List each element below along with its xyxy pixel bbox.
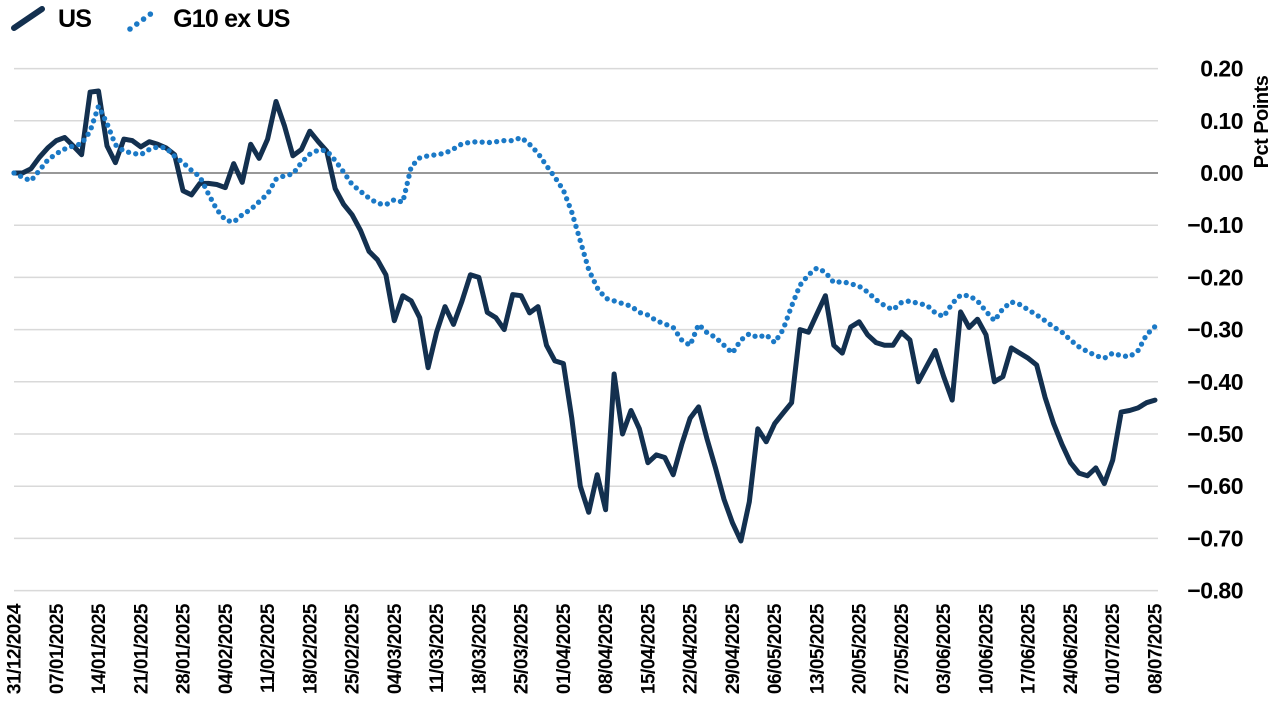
legend-label-us: US xyxy=(58,4,92,33)
x-tick-label: 14/01/2025 xyxy=(89,603,110,694)
solid-line-icon xyxy=(11,6,45,31)
y-tick-label: −0.60 xyxy=(1187,473,1243,499)
x-tick-label: 10/06/2025 xyxy=(977,603,998,694)
x-tick-label: 04/02/2025 xyxy=(216,603,237,694)
x-tick-label: 25/03/2025 xyxy=(512,603,533,694)
legend-item-us: US xyxy=(10,4,92,34)
legend-label-g10: G10 ex US xyxy=(173,4,290,33)
x-tick-label: 15/04/2025 xyxy=(638,603,659,694)
y-tick-label: −0.80 xyxy=(1187,578,1243,604)
x-tick-label: 18/03/2025 xyxy=(469,603,490,694)
y-tick-label: −0.50 xyxy=(1187,421,1243,447)
y-tick-label: 0.00 xyxy=(1200,160,1243,186)
x-tick-label: 01/04/2025 xyxy=(554,603,575,694)
x-tick-label: 28/01/2025 xyxy=(174,603,195,694)
x-tick-label: 29/04/2025 xyxy=(723,603,744,694)
y-tick-label: −0.20 xyxy=(1187,264,1243,290)
x-tick-label: 20/05/2025 xyxy=(850,603,871,694)
x-tick-label: 04/03/2025 xyxy=(385,603,406,694)
y-tick-label: −0.40 xyxy=(1187,369,1243,395)
y-tick-label: 0.10 xyxy=(1200,108,1243,134)
y-tick-label: −0.10 xyxy=(1187,212,1243,238)
x-tick-label: 27/05/2025 xyxy=(892,603,913,694)
x-tick-label: 03/06/2025 xyxy=(934,603,955,694)
x-tick-label: 31/12/2024 xyxy=(5,603,26,694)
x-tick-label: 06/05/2025 xyxy=(765,603,786,694)
x-tick-label: 22/04/2025 xyxy=(681,603,702,694)
x-tick-label: 17/06/2025 xyxy=(1019,603,1040,694)
x-tick-label: 25/02/2025 xyxy=(343,603,364,694)
dotted-line-icon xyxy=(127,7,159,32)
x-tick-label: 11/03/2025 xyxy=(427,603,448,693)
x-tick-label: 21/01/2025 xyxy=(131,603,152,694)
x-tick-label: 01/07/2025 xyxy=(1103,603,1124,694)
g10-ex-us-line xyxy=(11,103,1158,361)
x-tick-label: 18/02/2025 xyxy=(300,603,321,694)
x-tick-label: 24/06/2025 xyxy=(1061,603,1082,694)
y-tick-label: −0.70 xyxy=(1187,525,1243,551)
y-tick-label: −0.30 xyxy=(1187,317,1243,343)
x-tick-label: 13/05/2025 xyxy=(807,603,828,694)
x-tick-label: 08/04/2025 xyxy=(596,603,617,694)
y-axis-title: Pct Points xyxy=(1251,75,1273,168)
legend-item-g10: G10 ex US xyxy=(125,4,290,34)
us-line xyxy=(11,88,1158,544)
y-tick-label: 0.20 xyxy=(1200,56,1243,82)
x-tick-label: 07/01/2025 xyxy=(47,603,68,694)
x-tick-label: 08/07/2025 xyxy=(1146,603,1167,694)
legend: US G10 ex US xyxy=(10,4,290,34)
x-tick-label: 11/02/2025 xyxy=(258,603,279,693)
